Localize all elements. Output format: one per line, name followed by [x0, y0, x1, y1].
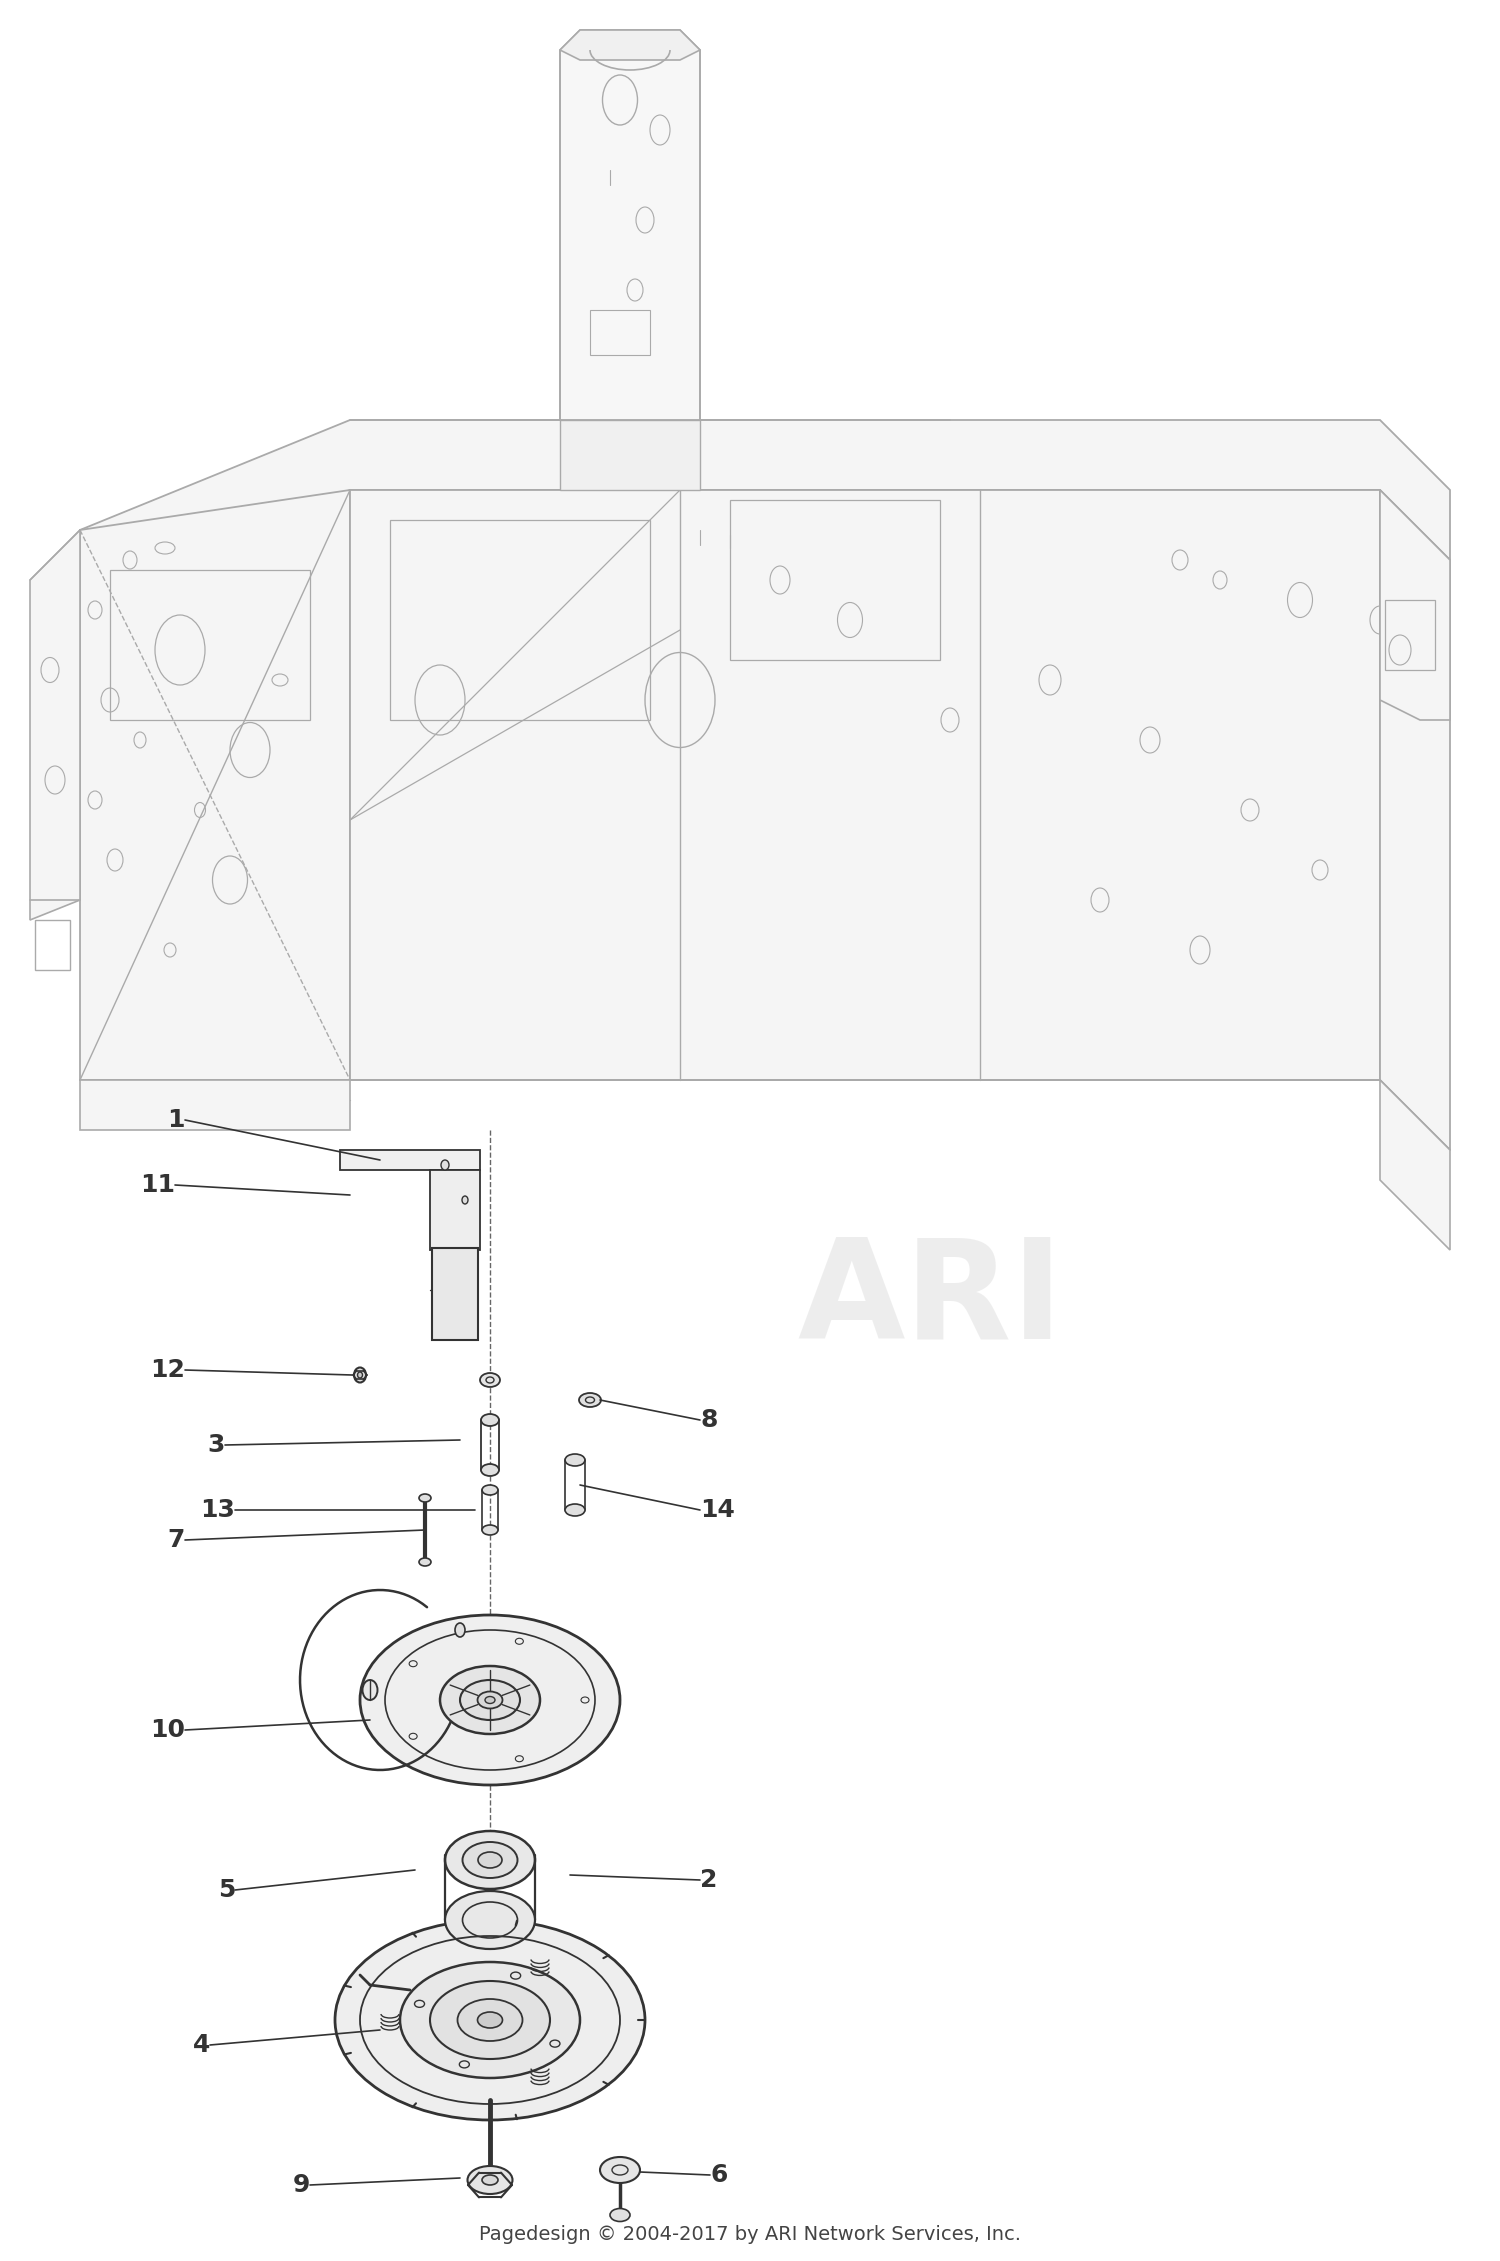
Ellipse shape [566, 1454, 585, 1465]
Bar [110, 570, 310, 719]
Polygon shape [430, 1169, 480, 1250]
Text: 4: 4 [192, 2033, 210, 2058]
Bar [730, 500, 940, 660]
Text: 9: 9 [292, 2173, 310, 2198]
Text: 11: 11 [140, 1173, 176, 1196]
Ellipse shape [477, 1691, 502, 1709]
Polygon shape [350, 491, 1380, 1081]
Ellipse shape [478, 1852, 502, 1868]
Text: 7: 7 [168, 1528, 184, 1551]
Polygon shape [80, 491, 350, 1081]
Ellipse shape [360, 1614, 620, 1784]
Text: 8: 8 [700, 1409, 717, 1431]
Ellipse shape [430, 1981, 550, 2060]
Ellipse shape [462, 1843, 518, 1879]
Text: 1: 1 [168, 1108, 184, 1133]
Ellipse shape [458, 1999, 522, 2042]
Ellipse shape [440, 1666, 540, 1734]
Polygon shape [432, 1248, 478, 1341]
Bar [34, 920, 70, 970]
Bar [1384, 599, 1435, 669]
Text: 3: 3 [207, 1433, 225, 1456]
Text: 13: 13 [200, 1499, 236, 1522]
Ellipse shape [462, 1196, 468, 1205]
Polygon shape [30, 529, 80, 920]
Ellipse shape [579, 1393, 602, 1406]
Bar [590, 310, 650, 355]
Ellipse shape [482, 1465, 500, 1476]
Ellipse shape [354, 1368, 366, 1381]
Ellipse shape [600, 2157, 640, 2184]
Ellipse shape [482, 2175, 498, 2184]
Ellipse shape [446, 1831, 536, 1888]
Ellipse shape [363, 1680, 378, 1700]
Polygon shape [1380, 1081, 1450, 1250]
Polygon shape [80, 1081, 350, 1130]
Text: 12: 12 [150, 1359, 184, 1381]
Ellipse shape [400, 1963, 580, 2078]
Polygon shape [560, 421, 700, 491]
Text: 2: 2 [700, 1868, 717, 1892]
Ellipse shape [477, 2012, 502, 2028]
Ellipse shape [441, 1160, 448, 1169]
Ellipse shape [480, 1372, 500, 1386]
Polygon shape [1380, 491, 1450, 719]
Text: 10: 10 [150, 1718, 184, 1741]
Text: 6: 6 [710, 2164, 728, 2186]
Polygon shape [80, 421, 1450, 599]
Ellipse shape [482, 1485, 498, 1495]
Ellipse shape [482, 1413, 500, 1427]
Ellipse shape [446, 1890, 536, 1949]
Ellipse shape [357, 1372, 363, 1377]
Ellipse shape [460, 1680, 520, 1721]
Ellipse shape [334, 1920, 645, 2121]
Ellipse shape [454, 1623, 465, 1637]
Ellipse shape [419, 1558, 430, 1567]
Ellipse shape [482, 1524, 498, 1535]
Polygon shape [340, 1151, 480, 1169]
Text: 5: 5 [217, 1879, 236, 1902]
Ellipse shape [419, 1495, 430, 1501]
Ellipse shape [468, 2166, 513, 2193]
Text: 14: 14 [700, 1499, 735, 1522]
Polygon shape [560, 29, 700, 430]
Polygon shape [560, 29, 700, 61]
Text: ARI: ARI [796, 1232, 1064, 1368]
Bar [390, 520, 650, 719]
Ellipse shape [610, 2209, 630, 2223]
Ellipse shape [484, 1696, 495, 1703]
Ellipse shape [566, 1504, 585, 1515]
Polygon shape [1380, 491, 1450, 1151]
Text: Pagedesign © 2004-2017 by ARI Network Services, Inc.: Pagedesign © 2004-2017 by ARI Network Se… [478, 2225, 1022, 2245]
